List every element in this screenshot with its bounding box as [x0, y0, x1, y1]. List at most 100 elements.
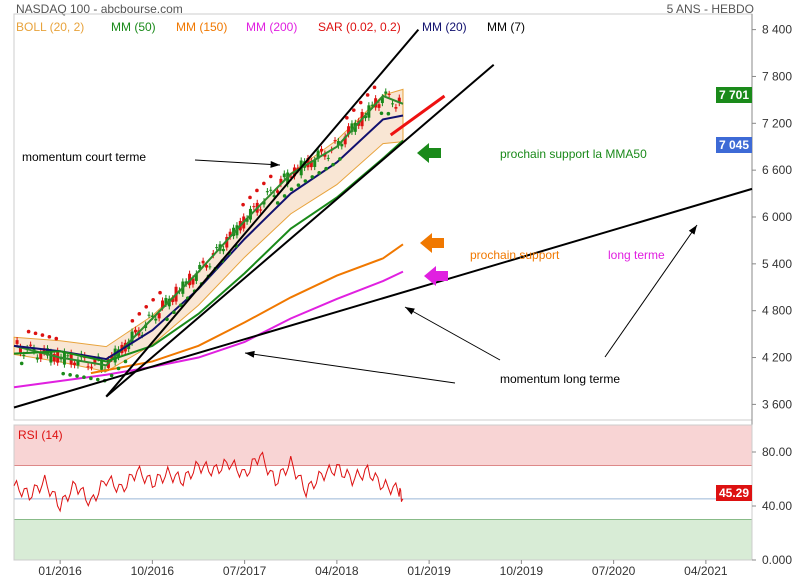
- sar-dot: [151, 298, 155, 302]
- candle-body: [334, 140, 337, 141]
- sar-dot: [324, 167, 328, 171]
- candle-body: [134, 330, 137, 333]
- candle-body: [16, 340, 19, 344]
- candle-body: [147, 315, 150, 316]
- candle-body: [269, 190, 272, 191]
- sar-dot: [138, 312, 142, 316]
- candle-body: [29, 345, 32, 346]
- trendline-0: [106, 30, 418, 397]
- x-tick-label: 07/2020: [592, 564, 636, 578]
- annotation-mma50: prochain support la MMA50: [500, 147, 647, 161]
- arrow-short-term-head: [270, 161, 280, 168]
- x-tick-label: 01/2019: [407, 564, 451, 578]
- x-tick-label: 10/2019: [500, 564, 544, 578]
- sar-dot: [359, 101, 363, 105]
- arrow-long-momentum-a-shaft: [405, 307, 500, 360]
- rsi-value-tag: 45.29: [716, 485, 752, 501]
- sar-dot: [165, 317, 169, 321]
- sar-dot: [110, 374, 114, 378]
- y-tick-label: 4 200: [762, 351, 792, 365]
- sar-dot: [255, 189, 259, 193]
- sar-dot: [48, 335, 52, 339]
- sar-dot: [82, 375, 86, 379]
- arrow-green-mma50: [417, 143, 441, 163]
- last-price-tag: 7 701: [716, 87, 752, 103]
- sar-dot: [131, 319, 135, 323]
- sar-dot: [54, 337, 58, 341]
- arrow-orange-support: [420, 233, 444, 253]
- candle-body: [327, 158, 330, 159]
- sar-dot: [352, 108, 356, 112]
- arrow-magenta-long: [424, 266, 448, 286]
- arrow-short-term-shaft: [195, 160, 280, 165]
- arrow-long-momentum-b-head: [245, 351, 255, 358]
- annotation-short-term: momentum court terme: [22, 150, 146, 164]
- arrow-long-momentum-a-head: [405, 307, 415, 315]
- candle-body: [66, 355, 69, 356]
- bollinger-band: [14, 89, 403, 371]
- sar-dot: [144, 305, 148, 309]
- y-tick-label: 8 400: [762, 23, 792, 37]
- candle-body: [202, 261, 205, 264]
- candle-body: [252, 206, 255, 207]
- sar-price-tag: 7 045: [716, 137, 752, 153]
- sar-dot: [380, 111, 384, 115]
- sar-dot: [331, 163, 335, 167]
- rsi-oversold-zone: [14, 520, 752, 561]
- rsi-overbought-zone: [14, 425, 752, 466]
- rsi-title: RSI (14): [18, 428, 63, 442]
- candle-body: [320, 149, 323, 152]
- candle-body: [259, 209, 262, 210]
- annotation-next-support: prochain support: [470, 248, 559, 262]
- candle-body: [276, 190, 279, 192]
- sar-dot: [297, 183, 301, 187]
- candle-body: [49, 352, 52, 363]
- x-tick-label: 04/2021: [684, 564, 728, 578]
- y-tick-label: 4 800: [762, 304, 792, 318]
- candle-body: [384, 92, 387, 94]
- sar-dot: [75, 374, 79, 378]
- candle-body: [36, 357, 39, 359]
- rsi-y-tick-label: 40.00: [762, 499, 792, 513]
- rsi-y-tick-label: 0.000: [762, 553, 792, 567]
- sar-dot: [20, 362, 24, 366]
- sar-dot: [68, 373, 72, 377]
- candle-body: [394, 107, 397, 109]
- x-tick-label: 04/2018: [315, 564, 359, 578]
- sar-dot: [158, 291, 162, 295]
- candle-body: [266, 191, 269, 192]
- annotation-long-momentum: momentum long terme: [500, 372, 620, 386]
- arrow-long-momentum-b-shaft: [245, 353, 455, 383]
- candle-body: [73, 363, 76, 365]
- candle-body: [378, 104, 381, 108]
- sar-dot: [172, 310, 176, 314]
- sar-dot: [34, 332, 38, 336]
- y-tick-label: 7 200: [762, 116, 792, 130]
- candle-body: [391, 103, 394, 104]
- sar-dot: [387, 112, 391, 116]
- sar-dot: [310, 175, 314, 179]
- sar-dot: [262, 182, 266, 186]
- sar-dot: [61, 372, 65, 376]
- sar-dot: [276, 201, 280, 205]
- sar-dot: [124, 360, 128, 364]
- y-tick-label: 7 800: [762, 69, 792, 83]
- annotation-long-term: long terme: [608, 248, 665, 262]
- y-tick-label: 3 600: [762, 397, 792, 411]
- sar-dot: [248, 196, 252, 200]
- sar-dot: [366, 93, 370, 97]
- trendline-1: [106, 65, 493, 397]
- candle-body: [90, 367, 93, 368]
- candle-body: [22, 355, 25, 356]
- sar-dot: [338, 157, 342, 161]
- rsi-y-tick-label: 80.00: [762, 445, 792, 459]
- candle-body: [215, 247, 218, 248]
- sar-dot: [317, 171, 321, 175]
- x-tick-label: 10/2016: [131, 564, 175, 578]
- y-tick-label: 6 000: [762, 210, 792, 224]
- x-tick-label: 01/2016: [38, 564, 82, 578]
- y-tick-label: 6 600: [762, 163, 792, 177]
- candle-body: [388, 94, 391, 95]
